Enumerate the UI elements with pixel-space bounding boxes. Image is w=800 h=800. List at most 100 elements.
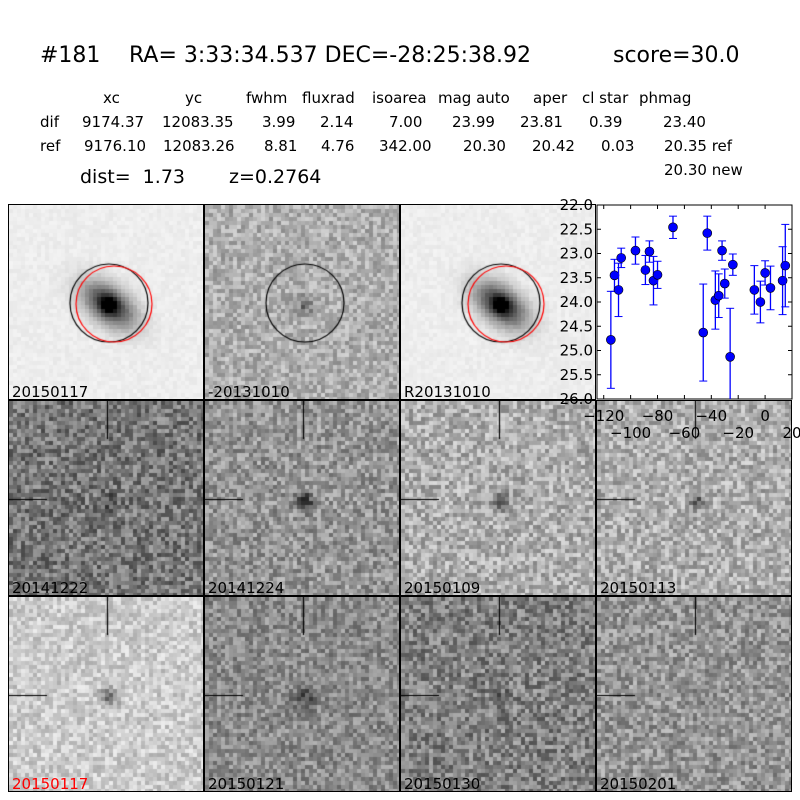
ref-cell: 0.03 [601, 137, 635, 155]
stamp-image [401, 205, 595, 399]
data-point [613, 285, 624, 295]
dist-value: dist= 1.73 [80, 166, 185, 188]
x-tick-label: 20 [782, 424, 800, 442]
stamp-date-label: -20131010 [208, 383, 290, 400]
image-stamp[interactable]: 20150113 [596, 400, 792, 596]
stamp-date-label: 20141224 [208, 579, 285, 596]
column-header: isoarea [372, 89, 427, 107]
stamp-date-label: 20150201 [600, 775, 677, 792]
redshift-value: z=0.2764 [229, 166, 322, 188]
image-stamp[interactable]: 20150117 [8, 204, 204, 400]
dif-cell: 7.00 [389, 113, 423, 131]
score: score=30.0 [613, 43, 740, 68]
data-point [728, 259, 738, 270]
data-point [652, 270, 663, 280]
dif-cell: 3.99 [262, 113, 296, 131]
row-label-dif: dif [40, 113, 59, 131]
column-header: yc [185, 89, 203, 107]
stamp-date-label: 20150121 [208, 775, 285, 792]
y-tick-label: 23.5 [560, 269, 593, 287]
image-stamp[interactable]: 20141222 [8, 400, 204, 596]
image-stamp[interactable]: 20150117 [8, 596, 204, 792]
image-stamp[interactable]: 20150121 [204, 596, 400, 792]
new-phmag: 20.30 new [664, 161, 743, 179]
column-header: xc [103, 89, 120, 107]
data-point [749, 285, 760, 295]
image-stamp[interactable]: 20150130 [400, 596, 596, 792]
y-tick-label: 23.0 [560, 245, 593, 263]
column-header: mag auto [438, 89, 510, 107]
image-stamp[interactable]: 20150201 [596, 596, 792, 792]
stamp-image [9, 401, 203, 595]
stamp-image [597, 401, 791, 595]
stamp-image [401, 597, 595, 791]
data-point [698, 327, 709, 338]
stamp-image [205, 401, 399, 595]
image-stamp[interactable]: 20150109 [400, 400, 596, 596]
stamp-date-label: 20141222 [12, 579, 89, 596]
stamp-date-label: R20131010 [404, 383, 491, 400]
ref-cell: 12083.26 [163, 137, 235, 155]
stamp-date-label: 20150117 [12, 383, 89, 400]
dif-cell: 9174.37 [82, 113, 145, 131]
data-point [765, 283, 776, 293]
data-point [760, 268, 770, 278]
y-tick-label: 24.0 [560, 293, 593, 311]
stamp-date-label: 20150130 [404, 775, 481, 792]
x-tick-label: −20 [722, 424, 754, 442]
data-point [616, 253, 627, 263]
stamp-image [597, 597, 791, 791]
dif-cell: 23.40 [663, 113, 706, 131]
data-point [640, 265, 651, 275]
column-header: aper [533, 89, 568, 107]
dif-cell: 23.81 [520, 113, 563, 131]
y-tick-label: 22.0 [560, 196, 593, 214]
dif-cell: 0.39 [589, 113, 623, 131]
y-tick-label: 24.5 [560, 317, 593, 335]
image-stamp[interactable]: -20131010 [204, 204, 400, 400]
y-tick-label: 25.0 [560, 342, 593, 360]
data-point [644, 246, 655, 257]
ref-cell: 342.00 [379, 137, 432, 155]
image-stamp[interactable]: R20131010 [400, 204, 596, 400]
data-point [702, 228, 713, 238]
data-point [713, 290, 724, 301]
data-point [725, 352, 735, 362]
column-header: fluxrad [302, 89, 355, 107]
y-tick-label: 26.0 [560, 390, 593, 408]
stamp-image [401, 401, 595, 595]
x-tick-label: 0 [760, 407, 770, 425]
column-header: phmag [639, 89, 692, 107]
data-point [717, 245, 727, 256]
x-tick-label: −60 [669, 424, 701, 442]
y-tick-label: 25.5 [560, 366, 593, 384]
dif-cell: 23.99 [452, 113, 495, 131]
dif-cell: 12083.35 [162, 113, 234, 131]
x-tick-label: −40 [695, 407, 727, 425]
data-point [630, 245, 641, 256]
ref-cell: 20.35 ref [664, 137, 733, 155]
stamp-image [205, 205, 399, 399]
x-tick-label: −80 [642, 407, 674, 425]
data-point [606, 335, 616, 345]
x-tick-label: −100 [610, 424, 651, 442]
data-point [780, 260, 791, 271]
coordinates: RA= 3:33:34.537 DEC=-28:25:38.92 [129, 43, 532, 68]
column-header: fwhm [246, 89, 288, 107]
data-point [668, 222, 678, 233]
data-point [755, 297, 766, 307]
ref-cell: 9176.10 [84, 137, 147, 155]
stamp-date-label: 20150109 [404, 579, 481, 596]
stamp-image [9, 597, 203, 791]
ref-cell: 8.81 [264, 137, 298, 155]
image-stamp[interactable]: 20141224 [204, 400, 400, 596]
stamp-image [205, 597, 399, 791]
candidate-id: #181 [40, 43, 101, 68]
stamp-date-label: 20150117 [12, 775, 89, 792]
data-point [609, 270, 620, 281]
x-tick-label: −120 [583, 407, 624, 425]
row-label-ref: ref [40, 137, 61, 155]
stamp-date-label: 20150113 [600, 579, 677, 596]
